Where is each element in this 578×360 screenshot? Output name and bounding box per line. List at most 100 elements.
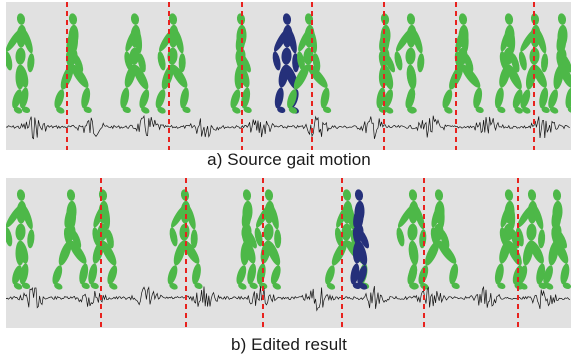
limb-segment	[526, 223, 537, 241]
caption-a: a) Source gait motion	[207, 150, 371, 169]
limb-segment	[554, 240, 569, 264]
limb-segment	[173, 240, 186, 266]
limb-segment	[562, 282, 571, 289]
limb-segment	[406, 64, 417, 88]
limb-segment	[54, 282, 63, 290]
limb-segment	[21, 204, 33, 230]
limb-segment	[124, 64, 136, 88]
limb-segment	[354, 189, 364, 201]
limb-segment	[132, 64, 149, 90]
limb-segment	[408, 263, 418, 285]
limb-segment	[342, 189, 352, 201]
limb-segment	[12, 89, 22, 109]
limb-segment	[383, 89, 393, 109]
limb-segment	[517, 204, 534, 228]
limb-segment	[380, 13, 390, 25]
limb-segment	[232, 106, 241, 114]
walker-figure	[376, 13, 396, 114]
limb-segment	[473, 87, 483, 109]
walker-figure	[236, 189, 258, 290]
limb-segment	[157, 106, 166, 114]
limb-segment	[6, 51, 13, 71]
limb-segment	[504, 13, 514, 25]
limb-segment	[17, 240, 29, 264]
limb-segment	[194, 282, 203, 289]
limb-segment	[273, 28, 289, 52]
limb-segment	[539, 87, 549, 109]
limb-segment	[178, 53, 186, 73]
limb-segment	[21, 106, 31, 113]
limb-segment	[475, 106, 484, 113]
limb-segment	[247, 263, 257, 285]
limb-segment	[497, 282, 506, 289]
limb-segment	[384, 106, 394, 114]
limb-segment	[408, 189, 418, 201]
limb-segment	[384, 53, 396, 73]
walker-figure	[54, 13, 92, 114]
limb-segment	[21, 282, 31, 289]
limb-segment	[439, 229, 450, 249]
limb-segment	[356, 204, 364, 230]
walker-figure	[6, 189, 35, 290]
caption-b: b) Edited result	[231, 335, 347, 354]
walker-figure	[518, 13, 550, 114]
limb-segment	[245, 229, 257, 249]
limb-segment	[519, 282, 528, 290]
limb-segment	[244, 240, 256, 264]
limb-segment	[278, 64, 289, 88]
limb-segment	[397, 204, 415, 228]
limb-segment	[322, 106, 332, 113]
limb-segment	[109, 282, 118, 290]
limb-segment	[242, 189, 252, 201]
limb-segment	[56, 106, 65, 114]
limb-segment	[230, 89, 241, 109]
limb-segment	[274, 229, 282, 249]
limb-segment	[282, 13, 292, 25]
limb-segment	[236, 265, 247, 285]
limb-segment	[287, 28, 297, 54]
limb-segment	[437, 240, 457, 264]
limb-segment	[325, 265, 335, 285]
limb-segment	[541, 106, 550, 113]
limb-segment	[406, 87, 416, 109]
limb-segment	[508, 28, 516, 54]
limb-segment	[559, 28, 567, 54]
limb-segment	[79, 263, 89, 285]
limb-segment	[192, 263, 201, 285]
walker-figure	[350, 189, 370, 290]
limb-segment	[81, 87, 91, 109]
limb-segment	[405, 47, 416, 65]
limb-segment	[270, 265, 281, 285]
limb-segment	[536, 263, 546, 285]
limb-segment	[120, 87, 130, 109]
limb-segment	[97, 223, 108, 241]
limb-segment	[70, 229, 82, 249]
limb-segment	[408, 240, 419, 264]
limb-segment	[190, 229, 198, 249]
walker-figure	[6, 13, 35, 114]
limb-segment	[499, 240, 511, 264]
limb-segment	[52, 265, 63, 285]
limb-segment	[243, 106, 252, 113]
limb-segment	[243, 204, 252, 230]
limb-segment	[407, 223, 418, 241]
limb-segment	[358, 282, 368, 290]
limb-segment	[159, 28, 175, 52]
limb-segment	[307, 64, 328, 88]
limb-segment	[21, 28, 33, 54]
limb-segment	[269, 204, 279, 230]
limb-segment	[179, 223, 190, 241]
limb-segment	[350, 263, 360, 285]
limb-segment	[532, 64, 547, 88]
limb-segment	[358, 229, 370, 249]
limb-segment	[171, 64, 188, 88]
limb-segment	[530, 13, 540, 25]
limb-segment	[171, 204, 187, 228]
limb-segment	[288, 106, 298, 114]
limb-segment	[137, 53, 146, 73]
limb-segment	[81, 282, 90, 289]
limb-segment	[425, 240, 440, 266]
limb-segment	[434, 189, 444, 201]
limb-segment	[458, 13, 468, 25]
limb-segment	[357, 265, 367, 285]
